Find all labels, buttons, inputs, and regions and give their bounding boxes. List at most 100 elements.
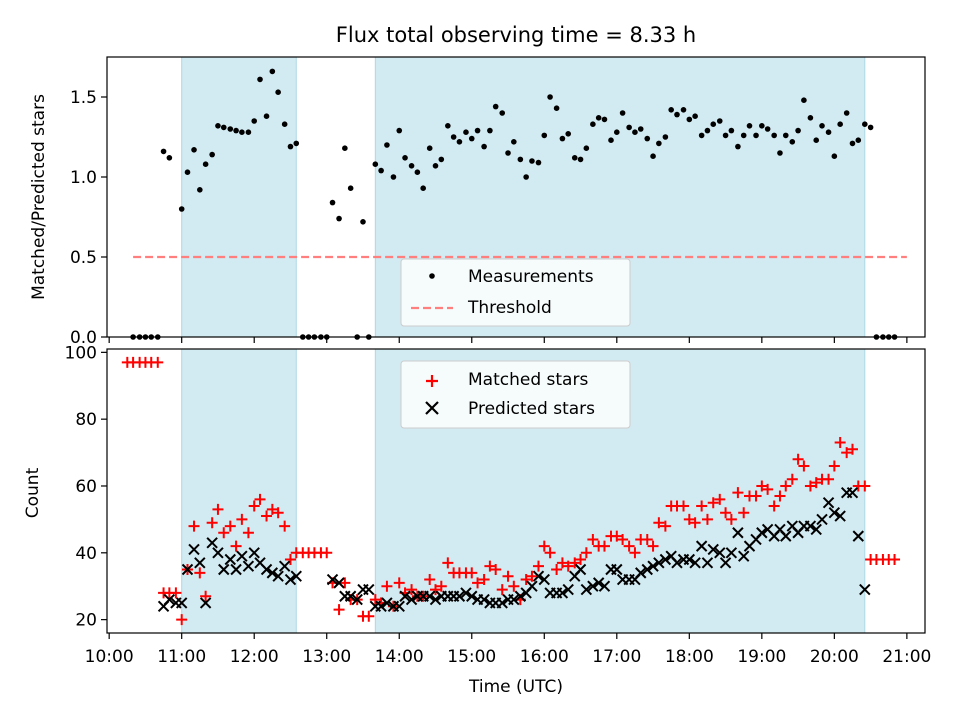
measurement-point [529,158,535,164]
predicted-star-point [514,590,527,602]
measurement-point [420,185,426,191]
predicted-star-point [496,597,508,609]
measurement-point [626,124,632,131]
predicted-star-point [562,583,574,596]
measurement-point [759,123,765,129]
measurement-point [263,113,270,119]
measurement-point [499,110,506,116]
predicted-star-point [598,580,611,592]
predicted-star-point [659,553,672,566]
matched-star-point [284,553,296,565]
predicted-star-point [478,593,490,606]
matched-star-point [828,460,840,472]
predicted-star-point [719,557,732,569]
measurement-point [239,129,245,135]
matched-star-point [598,540,610,552]
matched-star-point [200,590,212,602]
predicted-star-point [278,560,291,572]
bottom-legend: Matched stars Predicted stars [400,360,631,429]
measurement-point [281,121,288,127]
bottom-x-tick-label: 18:00 [665,647,714,667]
predicted-star-point [199,597,212,609]
matched-star-point [623,540,635,552]
measurement-point [746,123,753,129]
measurement-point [450,134,457,140]
matched-star-point [569,557,581,569]
measurement-point [771,132,777,139]
bottom-x-tick-label: 11:00 [157,647,206,667]
measurement-point [396,127,403,134]
matched-star-point [556,557,568,569]
matched-star-point [393,577,405,589]
bottom-x-tick-label: 14:00 [375,647,424,667]
measurement-point [505,150,511,156]
bottom-x-tick-label: 12:00 [230,647,279,667]
matched-star-point [587,533,599,545]
matched-star-point [810,477,822,489]
matched-star-point [339,577,351,589]
predicted-star-point [248,547,260,559]
top-y-tick-label: 0.5 [70,248,97,268]
predicted-star-point [641,563,653,576]
bottom-y-tick-label: 60 [75,477,97,497]
measurement-point [275,89,281,95]
matched-star-point [170,587,182,599]
measurement-point [215,123,221,129]
measurement-point [220,124,227,131]
top-y-ticks: 0.0 0.5 1.0 1.5 [70,88,107,348]
measurement-point [795,127,801,134]
measurement-point [390,174,397,180]
measurement-point [227,126,234,132]
bottom-panel: 20 40 60 80 100 10:00 11:00 12:00 13:00 14:00 15:… [23,343,931,697]
measurement-point [728,127,735,134]
matched-star-point [696,500,708,512]
measurement-point [595,115,602,121]
measurement-point [492,103,499,110]
bottom-y-tick-label: 20 [75,611,97,631]
predicted-star-point [284,573,297,586]
matched-star-point [562,560,574,572]
measurement-point [577,156,584,163]
predicted-star-point [810,523,822,536]
matched-star-point [725,513,737,525]
measurement-point [807,115,814,121]
matched-star-point [188,520,200,532]
measurement-point [481,143,487,150]
measurement-point [789,139,796,145]
measurement-point [257,76,263,83]
predicted-star-point [574,563,587,576]
predicted-star-point [260,563,273,576]
legend-threshold-label: Threshold [467,298,552,318]
predicted-star-point [290,570,302,582]
predicted-star-point [266,567,279,579]
predicted-star-point [242,560,255,572]
matched-star-point [544,547,556,559]
predicted-star-point [780,530,792,542]
bottom-legend-box [400,360,631,429]
measurement-point [825,129,832,135]
predicted-star-point [701,557,714,569]
measurement-point [710,121,717,127]
measurement-point [178,206,185,212]
measurement-point [197,187,203,193]
measurement-point [408,163,415,169]
predicted-star-point [326,573,339,586]
measurement-point [559,135,566,142]
measurement-point [553,105,560,111]
matched-star-point [889,553,901,565]
matched-star-point [435,580,447,592]
predicted-star-point [460,587,472,599]
bottom-y-tick-label: 40 [75,544,97,564]
measurement-point [347,185,354,191]
top-axes-frame [106,56,926,338]
matched-star-point [261,510,273,522]
predicted-star-point [683,553,696,566]
measurement-point [329,199,336,206]
predicted-star-point [635,567,647,579]
top-shaded-interval [181,56,297,338]
predicted-star-point [423,590,436,602]
matched-star-point [575,553,587,565]
predicted-star-point [671,557,683,569]
measurement-point [511,139,517,145]
matched-star-point [224,520,236,532]
